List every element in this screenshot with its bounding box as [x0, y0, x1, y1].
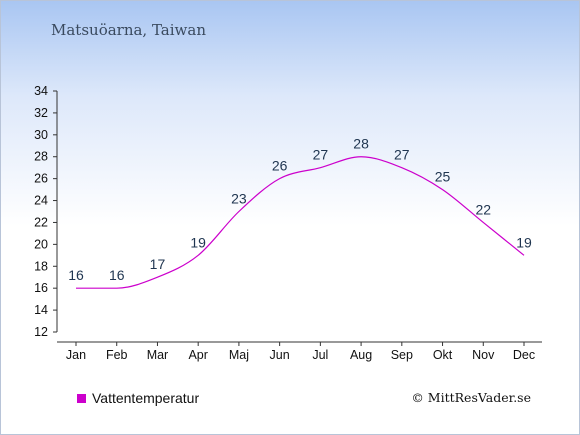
y-tick-label: 20	[34, 237, 48, 251]
x-tick-label: Jan	[66, 348, 86, 362]
x-tick-label: Dec	[513, 348, 535, 362]
data-label: 23	[231, 191, 247, 207]
legend: Vattentemperatur	[77, 390, 199, 406]
x-tick-label: Mar	[147, 348, 169, 362]
y-tick-label: 32	[34, 106, 48, 120]
y-tick-label: 28	[34, 150, 48, 164]
x-tick-label: Aug	[350, 348, 372, 362]
y-tick-label: 12	[34, 325, 48, 339]
data-label: 26	[272, 158, 288, 174]
x-tick-label: Maj	[229, 348, 249, 362]
y-tick-label: 24	[34, 194, 48, 208]
y-tick-label: 14	[34, 303, 48, 317]
x-tick-label: Sep	[391, 348, 413, 362]
data-label: 16	[109, 267, 125, 283]
x-tick-label: Okt	[433, 348, 453, 362]
data-label: 19	[190, 234, 206, 250]
x-tick-label: Jul	[312, 348, 328, 362]
y-tick-label: 30	[34, 128, 48, 142]
x-tick-label: Feb	[106, 348, 128, 362]
y-tick-label: 16	[34, 281, 48, 295]
data-label: 28	[353, 136, 369, 152]
legend-label: Vattentemperatur	[92, 390, 200, 406]
chart-title: Matsuöarna, Taiwan	[51, 21, 206, 39]
data-label: 25	[435, 169, 451, 185]
line-chart: 12 14 16 18 20 22 24 26 28 30 32 34 Jan Feb Mar Apr Maj J…	[34, 84, 542, 362]
y-tick-label: 34	[34, 84, 48, 98]
data-label: 22	[475, 201, 491, 217]
y-tick-label: 18	[34, 259, 48, 273]
data-label: 27	[313, 147, 329, 163]
series-line-vattentemperatur	[75, 156, 525, 289]
data-label: 27	[394, 147, 410, 163]
x-tick-label: Jun	[270, 348, 290, 362]
data-label: 16	[68, 267, 84, 283]
credit-text: © MittResVader.se	[411, 390, 531, 405]
y-tick-label: 22	[34, 215, 48, 229]
data-label: 17	[150, 256, 166, 272]
data-label: 19	[516, 234, 532, 250]
legend-swatch	[77, 393, 86, 403]
x-tick-label: Apr	[188, 348, 207, 362]
y-tick-label: 26	[34, 172, 48, 186]
x-tick-label: Nov	[472, 348, 495, 362]
